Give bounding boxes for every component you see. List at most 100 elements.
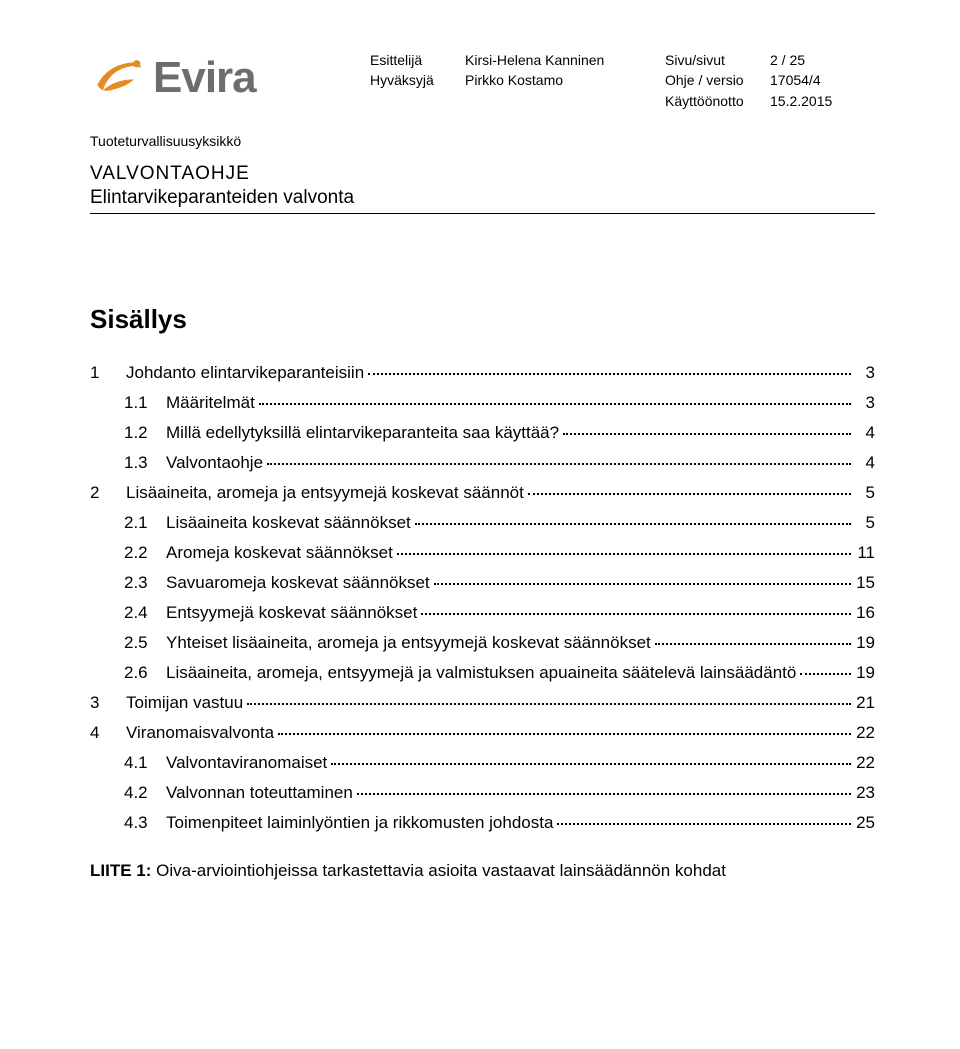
toc-label: Johdanto elintarvikeparanteisiin <box>126 363 364 383</box>
toc-entry: 2Lisäaineita, aromeja ja entsyymejä kosk… <box>90 483 875 503</box>
toc-entry: 4.2Valvonnan toteuttaminen 23 <box>90 783 875 803</box>
header-meta-table: Esittelijä Hyväksyjä Kirsi-Helena Kannin… <box>370 50 875 111</box>
toc-page-number: 19 <box>855 663 875 683</box>
toc-entry: 4Viranomaisvalvonta 22 <box>90 723 875 743</box>
toc-page-number: 4 <box>855 453 875 473</box>
toc-leader-dots <box>278 733 851 735</box>
toc-leader-dots <box>259 403 851 405</box>
toc-number: 2.3 <box>124 573 166 593</box>
toc-label: Entsyymejä koskevat säännökset <box>166 603 417 623</box>
toc-label: Toimijan vastuu <box>126 693 243 713</box>
toc-entry: 2.1Lisäaineita koskevat säännökset 5 <box>90 513 875 533</box>
table-of-contents: 1Johdanto elintarvikeparanteisiin31.1Mää… <box>90 363 875 833</box>
header-value: 17054/4 <box>770 70 850 90</box>
header-names-col: Kirsi-Helena Kanninen Pirkko Kostamo <box>465 50 665 111</box>
header-value: Pirkko Kostamo <box>465 70 665 90</box>
toc-leader-dots <box>800 673 851 675</box>
toc-leader-dots <box>655 643 851 645</box>
document-header: Evira Esittelijä Hyväksyjä Kirsi-Helena … <box>90 50 875 111</box>
toc-leader-dots <box>557 823 851 825</box>
toc-label: Lisäaineita, aromeja, entsyymejä ja valm… <box>166 663 796 683</box>
toc-number: 4.3 <box>124 813 166 833</box>
toc-page-number: 23 <box>855 783 875 803</box>
toc-number: 1.1 <box>124 393 166 413</box>
toc-entry: 2.3Savuaromeja koskevat säännökset 15 <box>90 573 875 593</box>
toc-label: Lisäaineita koskevat säännökset <box>166 513 411 533</box>
toc-page-number: 11 <box>855 543 875 563</box>
toc-entry: 1.2Millä edellytyksillä elintarvikeparan… <box>90 423 875 443</box>
toc-number: 2.5 <box>124 633 166 653</box>
toc-entry: 2.2Aromeja koskevat säännökset 11 <box>90 543 875 563</box>
toc-entry: 2.4Entsyymejä koskevat säännökset 16 <box>90 603 875 623</box>
header-label: Ohje / versio <box>665 70 770 90</box>
toc-label: Valvonnan toteuttaminen <box>166 783 353 803</box>
header-labels2-col: Sivu/sivut Ohje / versio Käyttöönotto <box>665 50 770 111</box>
evira-swoosh-icon <box>90 50 145 105</box>
header-value: 15.2.2015 <box>770 91 850 111</box>
toc-number: 4.1 <box>124 753 166 773</box>
toc-leader-dots <box>397 553 851 555</box>
toc-page-number: 5 <box>855 483 875 503</box>
header-label: Sivu/sivut <box>665 50 770 70</box>
appendix-line: LIITE 1: Oiva-arviointiohjeissa tarkaste… <box>90 861 875 881</box>
toc-label: Savuaromeja koskevat säännökset <box>166 573 430 593</box>
logo: Evira <box>90 50 370 105</box>
toc-page-number: 3 <box>855 363 875 383</box>
toc-page-number: 15 <box>855 573 875 593</box>
toc-number: 1.2 <box>124 423 166 443</box>
toc-label: Lisäaineita, aromeja ja entsyymejä koske… <box>126 483 524 503</box>
toc-number: 2.1 <box>124 513 166 533</box>
toc-page-number: 25 <box>855 813 875 833</box>
toc-number: 1.3 <box>124 453 166 473</box>
toc-label: Aromeja koskevat säännökset <box>166 543 393 563</box>
toc-entry: 1.3Valvontaohje 4 <box>90 453 875 473</box>
header-label: Käyttöönotto <box>665 91 770 111</box>
toc-leader-dots <box>331 763 851 765</box>
document-page: Evira Esittelijä Hyväksyjä Kirsi-Helena … <box>0 0 960 931</box>
toc-label: Valvontaviranomaiset <box>166 753 327 773</box>
toc-page-number: 4 <box>855 423 875 443</box>
toc-label: Yhteiset lisäaineita, aromeja ja entsyym… <box>166 633 651 653</box>
header-values-col: 2 / 25 17054/4 15.2.2015 <box>770 50 850 111</box>
toc-entry: 2.6Lisäaineita, aromeja, entsyymejä ja v… <box>90 663 875 683</box>
toc-leader-dots <box>528 493 851 495</box>
appendix-text: Oiva-arviointiohjeissa tarkastettavia as… <box>151 861 726 880</box>
toc-label: Viranomaisvalvonta <box>126 723 274 743</box>
document-title-sub: Elintarvikeparanteiden valvonta <box>90 187 875 209</box>
toc-page-number: 3 <box>855 393 875 413</box>
toc-entry: 3Toimijan vastuu21 <box>90 693 875 713</box>
header-value: Kirsi-Helena Kanninen <box>465 50 665 70</box>
toc-heading: Sisällys <box>90 304 875 335</box>
toc-page-number: 22 <box>855 753 875 773</box>
toc-leader-dots <box>247 703 851 705</box>
toc-page-number: 5 <box>855 513 875 533</box>
toc-page-number: 19 <box>855 633 875 653</box>
toc-number: 2.6 <box>124 663 166 683</box>
header-label: Hyväksyjä <box>370 70 465 90</box>
header-label: Esittelijä <box>370 50 465 70</box>
toc-entry: 4.3Toimenpiteet laiminlyöntien ja rikkom… <box>90 813 875 833</box>
toc-page-number: 22 <box>855 723 875 743</box>
toc-number: 4.2 <box>124 783 166 803</box>
toc-number: 2.4 <box>124 603 166 623</box>
document-title-main: VALVONTAOHJE <box>90 163 875 185</box>
toc-entry: 1.1Määritelmät 3 <box>90 393 875 413</box>
toc-leader-dots <box>563 433 851 435</box>
logo-text: Evira <box>153 53 256 103</box>
toc-label: Määritelmät <box>166 393 255 413</box>
toc-number: 4 <box>90 723 126 743</box>
toc-label: Valvontaohje <box>166 453 263 473</box>
toc-number: 3 <box>90 693 126 713</box>
toc-number: 1 <box>90 363 126 383</box>
toc-entry: 2.5Yhteiset lisäaineita, aromeja ja ents… <box>90 633 875 653</box>
toc-leader-dots <box>421 613 851 615</box>
toc-leader-dots <box>434 583 851 585</box>
toc-page-number: 16 <box>855 603 875 623</box>
header-labels-col: Esittelijä Hyväksyjä <box>370 50 465 111</box>
toc-label: Toimenpiteet laiminlyöntien ja rikkomust… <box>166 813 553 833</box>
toc-number: 2.2 <box>124 543 166 563</box>
document-title-block: VALVONTAOHJE Elintarvikeparanteiden valv… <box>90 163 875 209</box>
appendix-prefix: LIITE 1: <box>90 861 151 880</box>
toc-leader-dots <box>267 463 851 465</box>
header-divider <box>90 213 875 214</box>
